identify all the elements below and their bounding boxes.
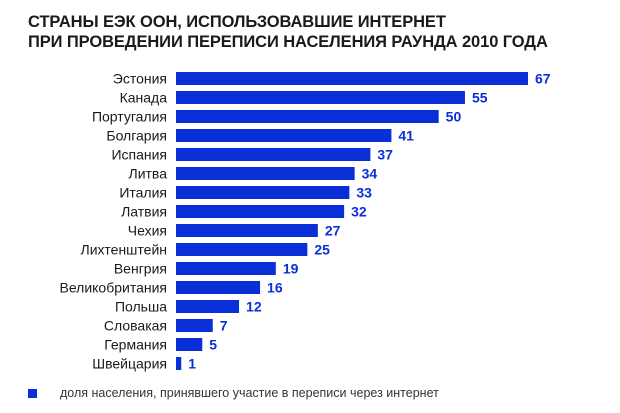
category-label: Литва <box>129 166 168 182</box>
chart-title-line-1: СТРАНЫ ЕЭК ООН, ИСПОЛЬЗОВАВШИЕ ИНТЕРНЕТ <box>28 13 446 31</box>
bar <box>176 224 318 237</box>
bar <box>176 357 182 370</box>
bar <box>176 91 465 104</box>
value-label: 37 <box>377 147 393 163</box>
value-label: 5 <box>209 337 217 353</box>
category-label: Болгария <box>106 128 167 144</box>
value-label: 41 <box>398 128 414 144</box>
category-label: Лихтенштейн <box>81 242 167 258</box>
bar <box>176 72 528 85</box>
chart-title-line-2: ПРИ ПРОВЕДЕНИИ ПЕРЕПИСИ НАСЕЛЕНИЯ РАУНДА… <box>28 33 548 51</box>
category-label: Италия <box>119 185 167 201</box>
chart-title: СТРАНЫ ЕЭК ООН, ИСПОЛЬЗОВАВШИЕ ИНТЕРНЕТ … <box>28 12 548 52</box>
value-label: 67 <box>535 71 551 87</box>
bar <box>176 129 392 142</box>
legend: доля населения, принявшего участие в пер… <box>28 386 439 400</box>
category-label: Португалия <box>92 109 167 125</box>
category-label: Латвия <box>121 204 167 220</box>
value-label: 32 <box>351 204 367 220</box>
category-label: Канада <box>120 90 168 106</box>
bar <box>176 148 371 161</box>
value-label: 12 <box>246 299 262 315</box>
category-label: Великобритания <box>59 280 167 296</box>
category-label: Эстония <box>113 71 167 87</box>
bar <box>176 281 261 294</box>
bar <box>176 319 213 332</box>
bar <box>176 167 355 180</box>
value-label: 34 <box>362 166 378 182</box>
bar <box>176 338 203 351</box>
category-label: Германия <box>104 337 167 353</box>
value-label: 1 <box>188 356 196 372</box>
value-label: 16 <box>267 280 283 296</box>
bar <box>176 110 439 123</box>
category-label: Швейцария <box>92 356 167 372</box>
value-label: 19 <box>283 261 299 277</box>
bar <box>176 262 276 275</box>
bar <box>176 243 308 256</box>
value-label: 27 <box>325 223 341 239</box>
legend-swatch <box>28 388 37 398</box>
category-label: Испания <box>111 147 167 163</box>
bar <box>176 300 240 313</box>
value-label: 7 <box>220 318 228 334</box>
legend-label: доля населения, принявшего участие в пер… <box>60 386 439 400</box>
bar <box>176 186 350 199</box>
category-label: Венгрия <box>114 261 167 277</box>
value-label: 55 <box>472 90 488 106</box>
value-label: 25 <box>314 242 330 258</box>
value-label: 50 <box>446 109 462 125</box>
category-label: Словакая <box>104 318 167 334</box>
value-label: 33 <box>356 185 372 201</box>
category-label: Польша <box>115 299 167 315</box>
bars-layer: Эстония 67 Канада 55 Португалия 50 Болгария 41 И… <box>59 71 550 372</box>
category-label: Чехия <box>128 223 167 239</box>
bar <box>176 205 345 218</box>
